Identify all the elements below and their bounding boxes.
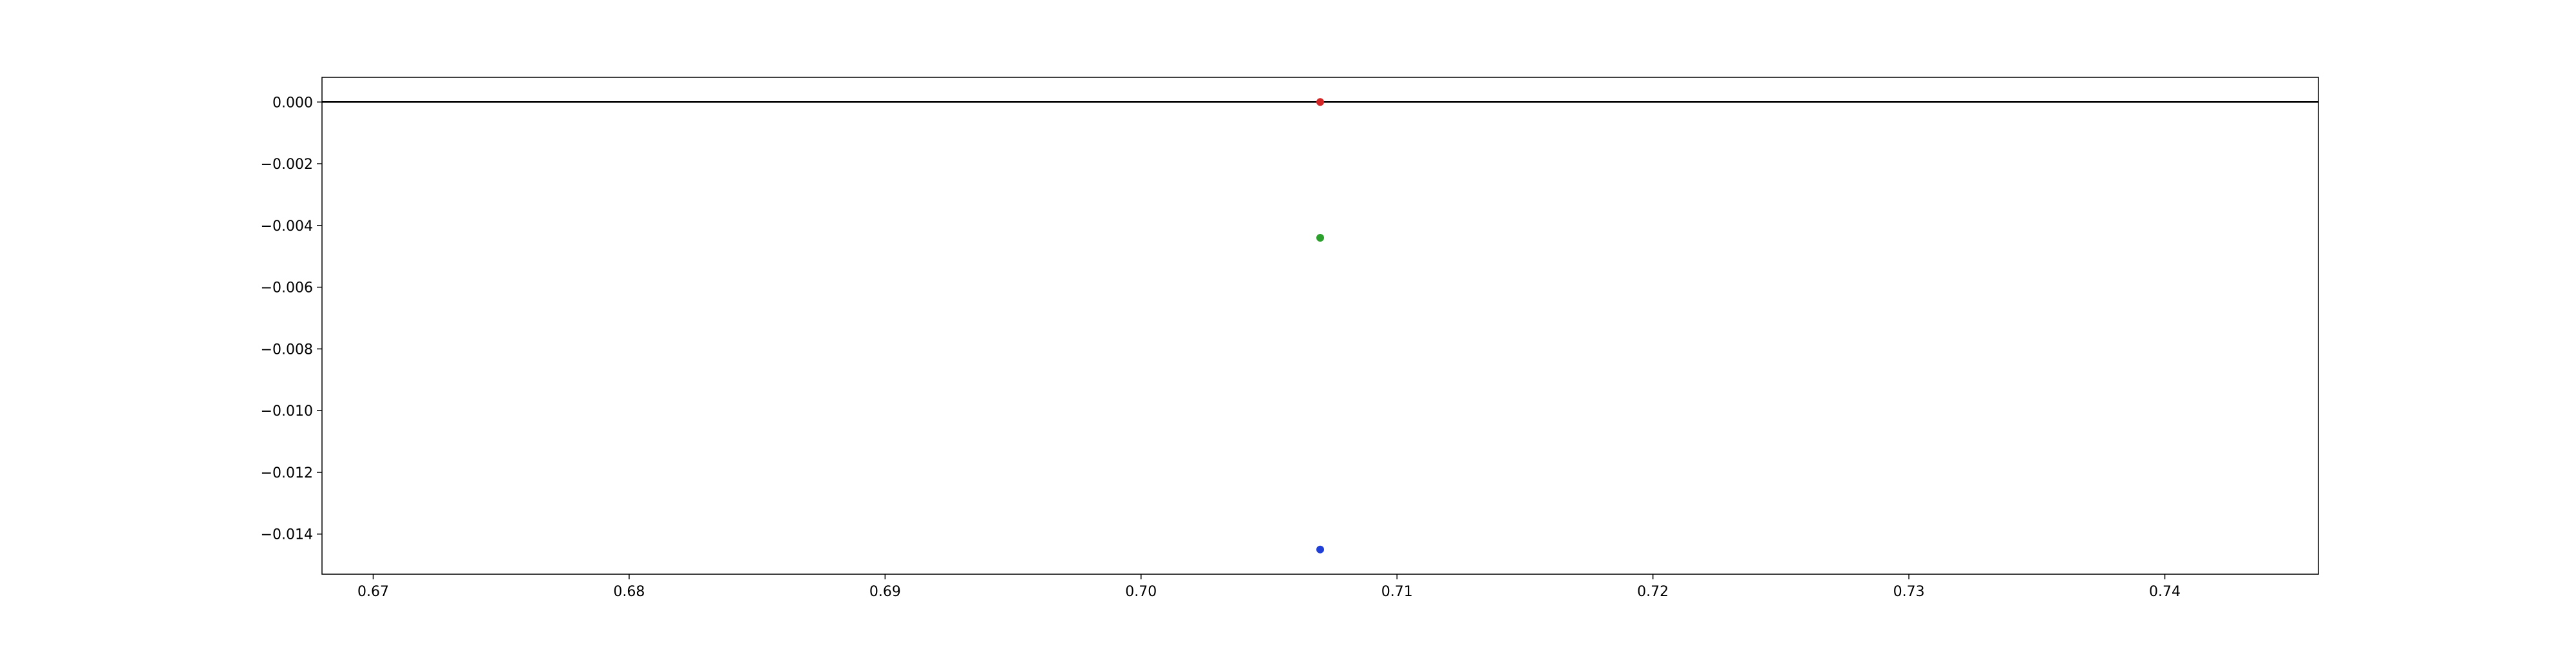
x-tick-label: 0.74 (2149, 584, 2181, 600)
y-tick-label: −0.014 (261, 527, 313, 543)
axes-spines (321, 77, 2319, 575)
x-tick-label: 0.71 (1381, 584, 1413, 600)
x-tick-label: 0.72 (1637, 584, 1669, 600)
data-point-3 (1316, 545, 1324, 554)
y-tick-label: −0.012 (261, 465, 313, 481)
data-point-2 (1316, 234, 1324, 242)
y-tick-label: −0.006 (261, 280, 313, 296)
y-axis: 0.000 −0.002 −0.004 −0.006 −0.008 −0.010 −0.01… (261, 95, 322, 543)
x-tick-label: 0.68 (613, 584, 645, 600)
data-points (1316, 98, 1324, 554)
y-tick-label: −0.002 (261, 157, 313, 173)
y-tick-label: −0.010 (261, 403, 313, 420)
x-tick-label: 0.70 (1125, 584, 1157, 600)
y-tick-label: −0.004 (261, 218, 313, 235)
data-point-1 (1316, 98, 1324, 106)
y-tick-label: 0.000 (272, 95, 313, 111)
plot-frame (321, 77, 2319, 575)
y-tick-label: −0.008 (261, 342, 313, 358)
plot-area (322, 77, 2318, 574)
x-tick-label: 0.69 (869, 584, 901, 600)
x-tick-label: 0.73 (1893, 584, 1925, 600)
x-tick-label: 0.67 (357, 584, 389, 600)
x-axis: 0.67 0.68 0.69 0.70 0.71 0.72 0.73 0.74 (357, 574, 2181, 600)
plot-background (322, 77, 2318, 574)
